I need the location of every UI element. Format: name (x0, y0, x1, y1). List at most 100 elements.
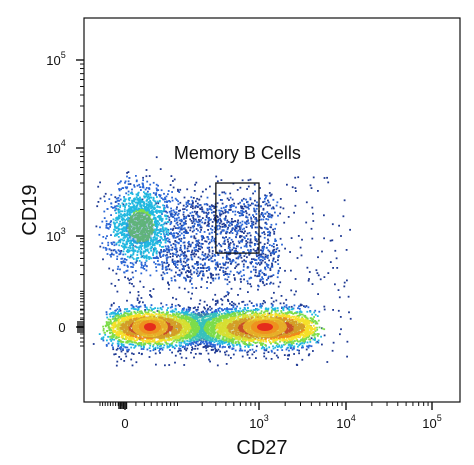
event-point (170, 210, 173, 212)
event-point (275, 250, 278, 253)
event-point (323, 308, 326, 311)
event-point (135, 305, 138, 308)
event-point (229, 253, 232, 255)
event-point (308, 278, 310, 280)
event-point (210, 318, 212, 321)
event-point (105, 237, 107, 240)
event-point (174, 245, 177, 248)
event-point (199, 226, 202, 229)
event-point (255, 217, 257, 219)
event-point (165, 205, 168, 208)
event-point (129, 197, 131, 199)
event-point (140, 189, 142, 191)
event-point (211, 345, 213, 348)
event-point (232, 220, 235, 223)
event-point (248, 253, 251, 256)
event-point (117, 241, 120, 244)
event-point (124, 236, 126, 239)
event-point (166, 309, 168, 311)
event-point (272, 347, 275, 350)
event-point (123, 245, 125, 248)
event-point (245, 206, 248, 209)
event-point (228, 209, 231, 211)
event-point (197, 263, 200, 266)
event-point (179, 228, 182, 231)
event-point (139, 186, 141, 188)
event-point (183, 208, 186, 210)
event-point (159, 194, 162, 197)
event-point (267, 215, 269, 218)
event-point (176, 274, 179, 276)
event-point (117, 249, 120, 252)
event-point (159, 214, 162, 217)
event-point (246, 216, 249, 219)
event-point (220, 339, 223, 342)
event-point (150, 211, 153, 214)
event-point (119, 348, 122, 351)
event-point (206, 342, 209, 345)
event-point (162, 226, 164, 229)
event-point (265, 263, 268, 265)
event-point (135, 175, 137, 177)
event-point (199, 257, 202, 260)
event-point (218, 194, 221, 196)
event-point (149, 274, 152, 277)
event-point (149, 294, 151, 296)
event-point (136, 203, 139, 205)
event-point (126, 209, 129, 212)
event-point (125, 222, 128, 225)
event-point (155, 218, 157, 221)
event-point (154, 263, 157, 265)
event-point (239, 344, 241, 347)
event-point (236, 271, 239, 274)
event-point (178, 341, 181, 344)
event-point (270, 207, 273, 210)
event-point (252, 223, 255, 226)
event-point (219, 217, 221, 220)
event-point (145, 205, 148, 208)
event-point (296, 257, 299, 259)
event-point (185, 203, 188, 206)
event-point (98, 233, 101, 236)
event-point (132, 306, 135, 309)
event-point (217, 277, 220, 280)
event-point (171, 311, 174, 313)
event-point (221, 223, 224, 226)
event-point (192, 253, 195, 256)
event-point (187, 232, 189, 234)
event-point (102, 246, 105, 249)
event-point (140, 345, 143, 348)
event-point (171, 345, 174, 348)
event-point (279, 198, 282, 200)
event-point (301, 346, 303, 349)
event-point (232, 259, 235, 262)
event-point (244, 304, 246, 306)
event-point (215, 273, 218, 276)
event-point (110, 234, 112, 236)
event-point (119, 308, 121, 311)
event-point (132, 353, 135, 355)
event-point (267, 307, 270, 310)
event-point (274, 341, 277, 344)
event-point (279, 281, 282, 284)
event-point (240, 310, 243, 313)
event-point (206, 313, 209, 315)
event-point (224, 308, 226, 310)
event-point (106, 253, 109, 255)
event-point (283, 343, 285, 346)
event-point (169, 241, 171, 244)
event-point (215, 314, 218, 317)
event-point (150, 232, 153, 235)
event-point (210, 218, 212, 221)
event-point (214, 344, 216, 346)
event-point (195, 340, 198, 343)
event-point (251, 353, 254, 356)
event-point (142, 179, 144, 182)
event-point (224, 278, 227, 281)
event-point (182, 221, 185, 224)
event-point (131, 352, 133, 355)
event-point (155, 233, 158, 236)
event-point (219, 311, 221, 313)
event-point (171, 306, 173, 308)
event-point (150, 209, 153, 212)
